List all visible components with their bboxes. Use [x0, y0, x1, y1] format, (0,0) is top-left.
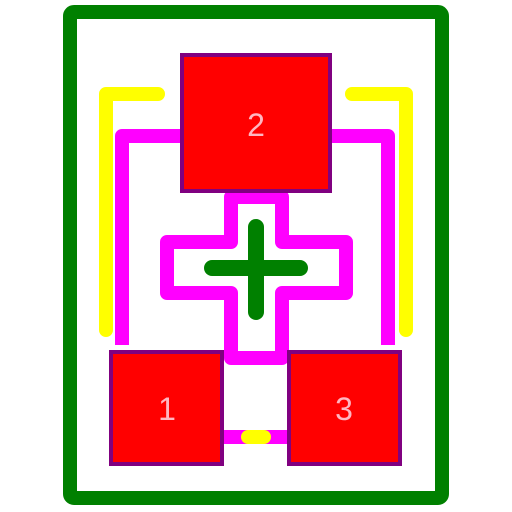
pad-3: 3: [287, 350, 402, 466]
pad-2: 2: [180, 53, 332, 193]
pad-3-copper: [287, 350, 402, 466]
pad-1-label: 1: [158, 391, 176, 427]
pad-2-label: 2: [247, 107, 265, 143]
fab-cross-outline: [160, 190, 353, 365]
silkscreen-right: [345, 87, 413, 337]
pad-1-copper: [109, 350, 224, 466]
pad-3-label: 3: [335, 391, 353, 427]
courtyard-outline: [63, 5, 449, 505]
pad-1: 1: [109, 350, 224, 466]
pad-2-copper: [180, 53, 332, 193]
silkscreen-left: [99, 87, 165, 337]
fab-body-outline: [115, 129, 395, 345]
center-plus-icon: [204, 219, 308, 320]
